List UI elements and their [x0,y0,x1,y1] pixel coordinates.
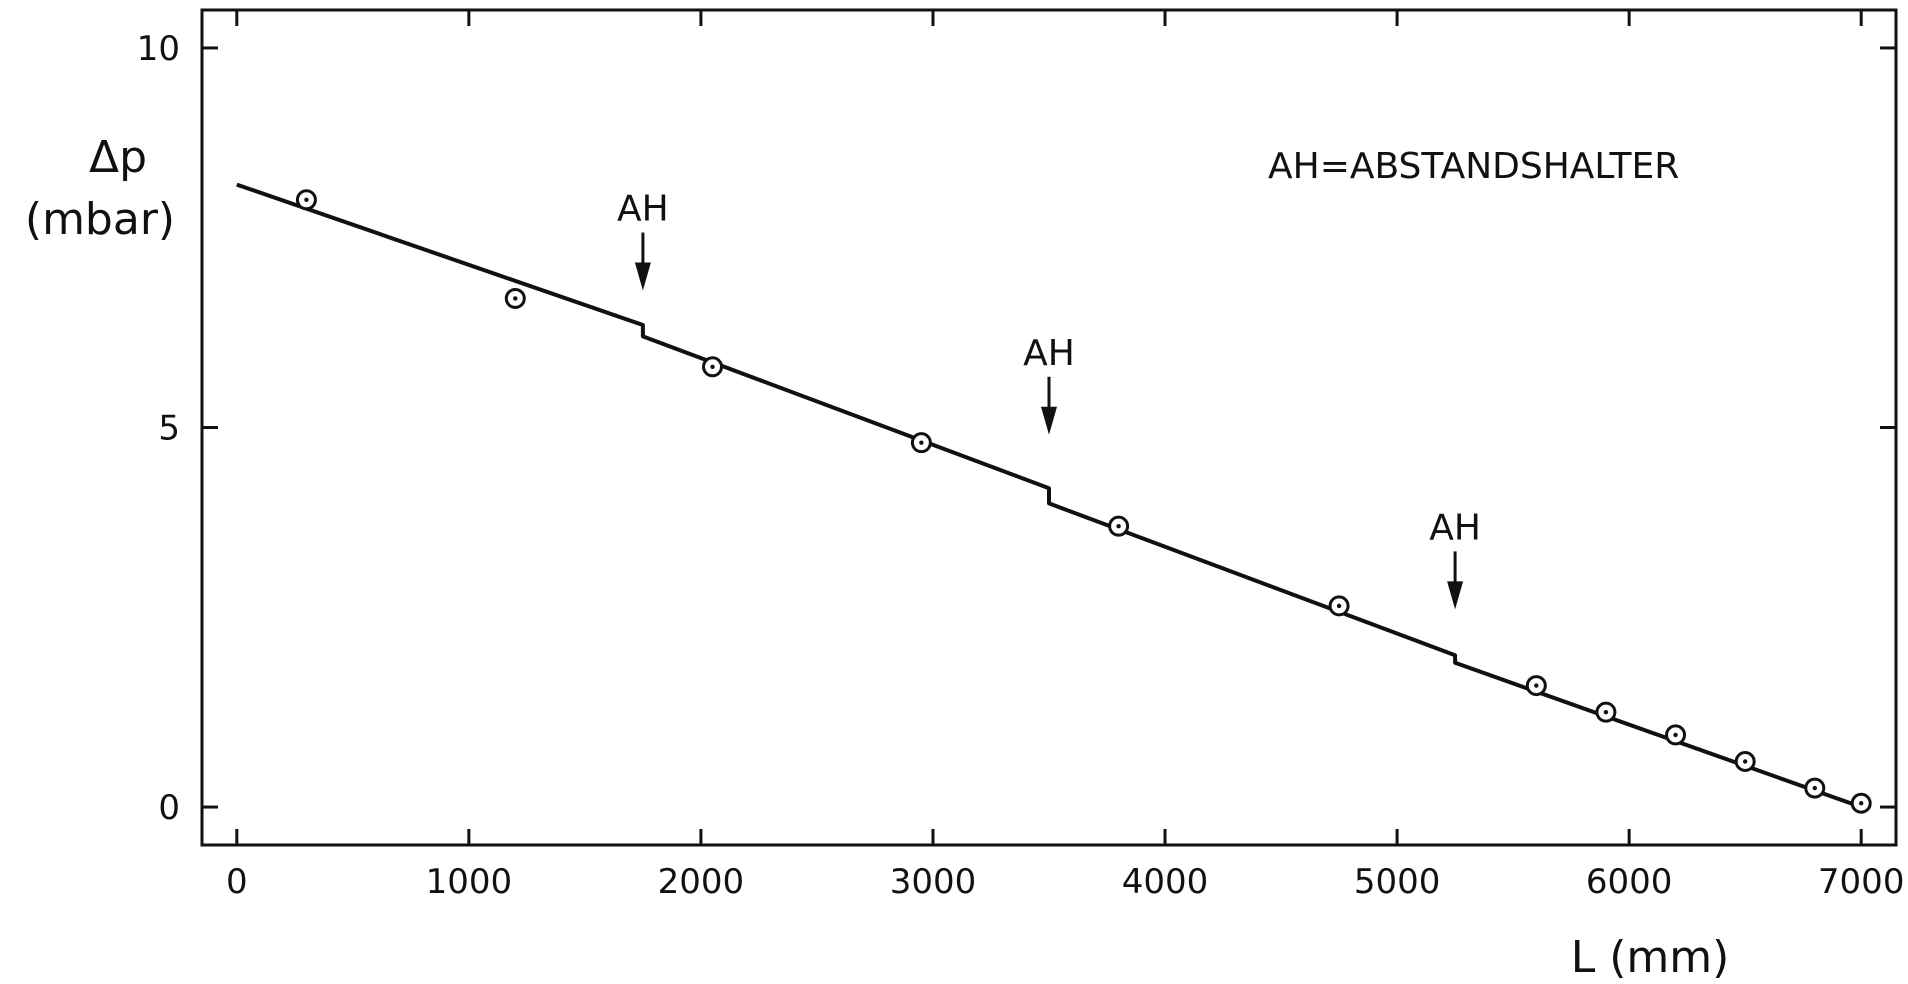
data-point [295,189,317,211]
ah-arrow-head [1041,406,1057,435]
x-tick-label: 2000 [658,862,745,902]
data-point [1850,792,1872,814]
ah-arrow-head [634,262,651,291]
y-axis-title: Δp [89,132,147,183]
x-tick-label: 0 [226,862,248,902]
x-tick-label: 3000 [890,862,977,902]
x-tick-label: 7000 [1818,862,1905,902]
y-tick-label: 5 [158,409,180,449]
data-point [1734,751,1756,772]
data-point [702,356,724,378]
data-point [504,287,526,309]
legend-note: AH=ABSTANDSHALTER [1268,146,1679,187]
data-point [1525,675,1547,697]
series-line [236,182,1862,809]
x-tick-label: 1000 [426,862,513,902]
ah-label: AH [1429,507,1481,548]
ah-label: AH [617,189,669,230]
x-tick-label: 4000 [1122,862,1209,902]
data-point [1804,777,1826,799]
tick-labels: 0 1000 2000 3000 4000 5000 6000 7000 0 5 10 [137,29,1905,902]
y-axis-unit: (mbar) [25,194,175,245]
data-point [1108,515,1130,537]
pressure-line [236,182,1862,809]
data-point [1328,595,1350,617]
data-point [910,432,932,454]
ah-label: AH [1023,333,1075,374]
ah-arrow-head [1447,581,1464,610]
data-point [1665,724,1687,746]
series-points [295,189,1872,814]
y-tick-label: 0 [158,788,180,828]
ah-marker: AH [617,189,669,291]
axis-ticks [202,10,1896,845]
x-tick-label: 5000 [1354,862,1441,902]
annotations: AH AH AH [617,189,1481,610]
data-point [1595,701,1617,723]
ah-marker: AH [1023,333,1075,435]
x-tick-label: 6000 [1586,862,1673,902]
y-tick-label: 10 [137,29,180,69]
ah-marker: AH [1429,507,1481,610]
x-axis-title: L (mm) [1571,932,1730,983]
